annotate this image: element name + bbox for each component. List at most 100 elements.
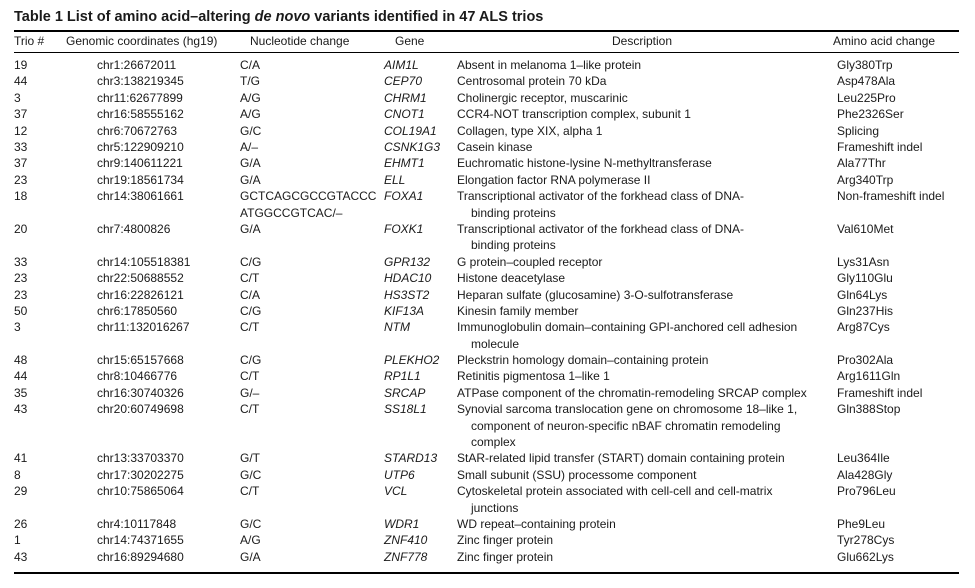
amino-acid-change-cell: Gly380Trp: [837, 58, 893, 72]
gene-cell: SRCAP: [384, 385, 426, 400]
nucleotide-change-cell: C/G: [240, 303, 261, 319]
trio-cell: 26: [14, 517, 28, 532]
header-amino-acid-change: Amino acid change: [833, 34, 936, 48]
amino-acid-change-cell: Gln237His: [837, 303, 894, 318]
table-row: 3 chr11:62677899 A/G CHRM1 Cholinergic recep…: [0, 90, 975, 106]
genomic-coordinate-cell: chr14:38061661: [97, 189, 184, 204]
genomic-coordinate-cell: chr1:26672011: [97, 58, 177, 72]
amino-acid-change-cell: Tyr278Cys: [837, 533, 895, 548]
genomic-coordinate-cell: chr6:17850560: [97, 303, 178, 318]
nucleotide-change-cell: A/G: [240, 106, 261, 122]
gene-cell: RP1L1: [384, 369, 421, 384]
gene-cell: HS3ST2: [384, 287, 430, 302]
nucleotide-change-line: G/T: [240, 451, 260, 466]
amino-acid-change-cell: Leu225Pro: [837, 90, 896, 105]
trio-cell: 48: [14, 353, 28, 368]
description-line: Cytoskeletal protein associated with cel…: [457, 484, 773, 499]
nucleotide-change-line: G/–: [240, 385, 260, 400]
amino-acid-change-cell: Lys31Asn: [837, 254, 890, 269]
nucleotide-change-line: G/A: [240, 156, 261, 171]
nucleotide-change-cell: G/A: [240, 221, 261, 237]
table-row: 43 chr20:60749698 C/T SS18L1 Synovial sarcom…: [0, 401, 975, 450]
description-cell: Collagen, type XIX, alpha 1: [457, 123, 602, 139]
genomic-coordinate-cell: chr14:74371655: [97, 533, 184, 548]
description-cell: Zinc finger protein: [457, 549, 553, 565]
genomic-coordinate-cell: chr16:30740326: [97, 385, 184, 400]
description-cell: Small subunit (SSU) processome component: [457, 467, 696, 483]
gene-cell: UTP6: [384, 467, 415, 482]
nucleotide-change-cell: G/C: [240, 516, 261, 532]
description-line: Transcriptional activator of the forkhea…: [457, 221, 745, 236]
amino-acid-change-cell: Pro302Ala: [837, 353, 894, 368]
trio-cell: 18: [14, 189, 28, 204]
description-line: CCR4-NOT transcription complex, subunit …: [457, 107, 691, 122]
amino-acid-change-cell: Arg1611Gln: [837, 369, 901, 384]
header-gene: Gene: [395, 34, 425, 48]
description-cell: Histone deacetylase: [457, 270, 565, 286]
nucleotide-change-line: A/G: [240, 533, 261, 548]
nucleotide-change-line: C/A: [240, 287, 261, 302]
gene-cell: HDAC10: [384, 271, 432, 286]
nucleotide-change-line: T/G: [240, 74, 260, 89]
trio-cell: 3: [14, 320, 21, 335]
table-row: 33 chr14:105518381 C/G GPR132 G protein–coup…: [0, 254, 975, 270]
gene-cell: CEP70: [384, 74, 423, 89]
trio-cell: 8: [14, 467, 21, 482]
description-line: molecule: [471, 336, 520, 351]
nucleotide-change-cell: C/G: [240, 254, 261, 270]
genomic-coordinate-cell: chr6:70672763: [97, 123, 178, 138]
genomic-coordinate-cell: chr11:132016267: [97, 320, 190, 335]
description-cell: Cholinergic receptor, muscarinic: [457, 90, 628, 106]
description-cell: CCR4-NOT transcription complex, subunit …: [457, 106, 691, 122]
description-line: Casein kinase: [457, 139, 533, 154]
description-line: Transcriptional activator of the forkhea…: [457, 189, 745, 204]
nucleotide-change-line: GCTCAGCGCCGTACCC: [240, 189, 377, 204]
header-nucleotide-change: Nucleotide change: [250, 34, 350, 48]
genomic-coordinate-cell: chr16:89294680: [97, 549, 184, 564]
nucleotide-change-cell: G/C: [240, 467, 261, 483]
gene-cell: PLEKHO2: [384, 353, 440, 368]
description-line: binding proteins: [471, 238, 556, 253]
table-row: 20 chr7:4800826 G/A FOXK1 Transcriptional ac…: [0, 221, 975, 254]
table-row: 26 chr4:10117848 G/C WDR1 WD repeat–containi…: [0, 516, 975, 532]
genomic-coordinate-cell: chr8:10466776: [97, 369, 178, 384]
description-cell: Centrosomal protein 70 kDa: [457, 73, 606, 89]
description-line: Retinitis pigmentosa 1–like 1: [457, 369, 610, 384]
nucleotide-change-line: C/G: [240, 353, 262, 368]
genomic-coordinate-cell: chr16:58555162: [97, 107, 184, 122]
description-line: Centrosomal protein 70 kDa: [457, 74, 607, 89]
amino-acid-change-cell: Gln64Lys: [837, 287, 888, 302]
genomic-coordinate-cell: chr4:10117848: [97, 517, 177, 532]
nucleotide-change-cell: G/A: [240, 549, 261, 565]
nucleotide-change-line: C/T: [240, 271, 260, 286]
table-row: 8 chr17:30202275 G/C UTP6 Small subunit (SSU…: [0, 467, 975, 483]
nucleotide-change-line: A/–: [240, 139, 259, 154]
table-row: 18 chr14:38061661 GCTCAGCGCCGTACCC ATGGCCGT…: [0, 188, 975, 221]
trio-cell: 3: [14, 90, 21, 105]
gene-cell: EHMT1: [384, 156, 425, 171]
nucleotide-change-line: C/T: [240, 320, 260, 335]
amino-acid-change-cell: Non-frameshift indel: [837, 189, 945, 204]
description-cell: Kinesin family member: [457, 303, 578, 319]
description-line: StAR-related lipid transfer (START) doma…: [457, 451, 785, 466]
gene-cell: ZNF410: [384, 533, 428, 548]
nucleotide-change-cell: C/G: [240, 352, 261, 368]
description-line: Euchromatic histone-lysine N-methyltrans…: [457, 156, 712, 171]
table-body: 19 chr1:26672011 C/A AIM1L Absent in melanom…: [0, 57, 975, 565]
table-row: 44 chr8:10466776 C/T RP1L1 Retinitis pigment…: [0, 368, 975, 384]
description-line: complex: [471, 435, 516, 450]
description-line: Kinesin family member: [457, 303, 579, 318]
description-cell: WD repeat–containing protein: [457, 516, 616, 532]
description-line: WD repeat–containing protein: [457, 517, 616, 532]
description-line: Elongation factor RNA polymerase II: [457, 172, 651, 187]
description-line: Zinc finger protein: [457, 533, 554, 548]
trio-cell: 29: [14, 484, 28, 499]
description-line: component of neuron-specific nBAF chroma…: [471, 418, 781, 433]
nucleotide-change-cell: C/T: [240, 270, 259, 286]
nucleotide-change-cell: G/C: [240, 123, 261, 139]
amino-acid-change-cell: Splicing: [837, 123, 880, 138]
nucleotide-change-line: C/T: [240, 484, 260, 499]
description-line: Zinc finger protein: [457, 549, 554, 564]
description-line: binding proteins: [471, 205, 556, 220]
description-line: Absent in melanoma 1–like protein: [457, 58, 642, 72]
